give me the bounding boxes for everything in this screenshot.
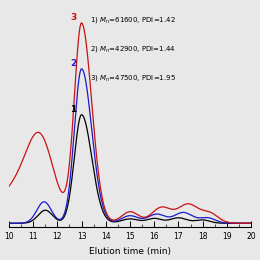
Text: 1: 1 xyxy=(70,105,76,114)
Text: 1) $M_n$=61600, PDI=1.42: 1) $M_n$=61600, PDI=1.42 xyxy=(90,15,176,25)
Text: 3: 3 xyxy=(70,13,76,22)
Text: 3) $M_n$=47500, PDI=1.95: 3) $M_n$=47500, PDI=1.95 xyxy=(90,73,176,83)
Text: 2: 2 xyxy=(70,59,76,68)
Text: 2) $M_n$=42900, PDI=1.44: 2) $M_n$=42900, PDI=1.44 xyxy=(90,44,176,54)
X-axis label: Elution time (min): Elution time (min) xyxy=(89,247,171,256)
